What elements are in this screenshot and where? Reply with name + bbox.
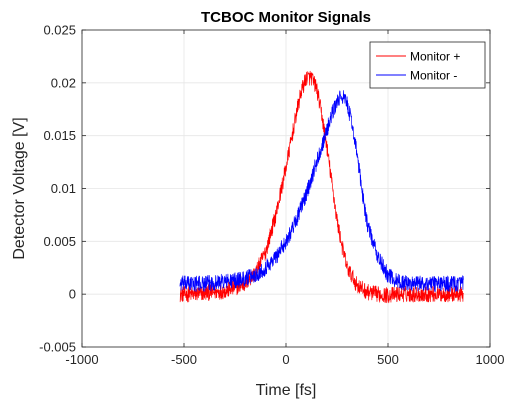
series-line-2 — [179, 90, 464, 292]
y-tick-label: 0 — [69, 287, 76, 302]
x-tick-label: 0 — [282, 352, 289, 367]
y-tick-label: 0.025 — [43, 23, 76, 38]
legend-box — [369, 41, 486, 89]
y-tick-label: 0.02 — [51, 75, 76, 90]
x-tick-label: 500 — [377, 352, 399, 367]
series-layer — [179, 70, 464, 304]
x-tick-label: 1000 — [476, 352, 505, 367]
tick-labels: -1000 -500 0 500 1000 -0.005 0 0.005 0.01 0.015 0.… — [39, 23, 504, 368]
chart-title: TCBOC Monitor Signals — [201, 9, 371, 26]
y-tick-label: 0.005 — [43, 234, 76, 249]
y-tick-label: 0.015 — [43, 128, 76, 143]
x-tick-label: -500 — [171, 352, 197, 367]
y-tick-label: -0.005 — [39, 340, 76, 355]
y-axis-title: Detector Voltage [V] — [11, 117, 28, 259]
series-line-1 — [179, 70, 464, 304]
legend-label: Monitor - — [410, 69, 457, 83]
legend: Monitor + Monitor - — [369, 41, 486, 89]
ticks — [81, 29, 491, 348]
legend-label: Monitor + — [410, 50, 460, 64]
y-tick-label: 0.01 — [51, 181, 76, 196]
x-tick-label: -1000 — [65, 352, 98, 367]
x-axis-title: Time [fs] — [256, 382, 317, 399]
